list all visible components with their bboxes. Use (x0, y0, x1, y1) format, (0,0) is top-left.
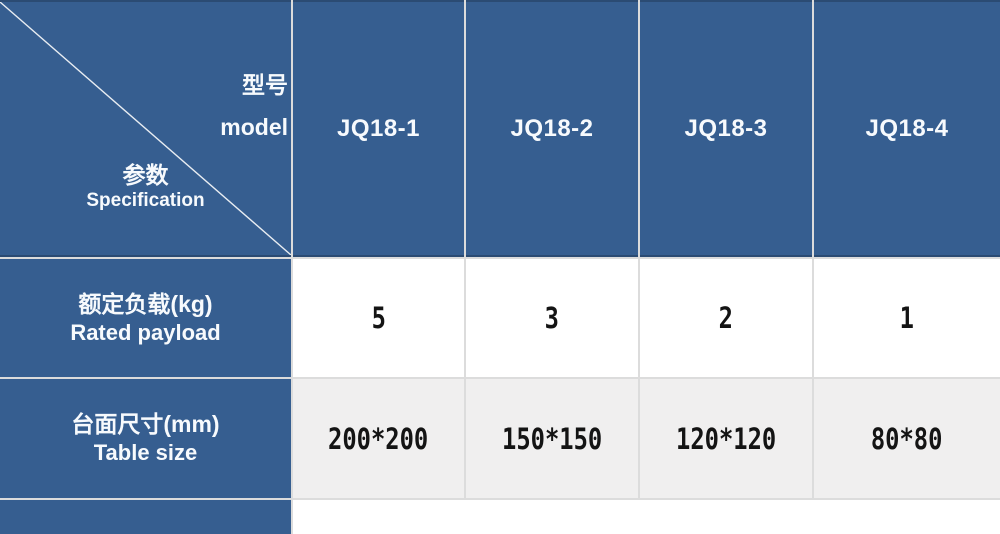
column-header-jq18-1: JQ18-1 (293, 0, 464, 257)
value-text: 5 (371, 301, 386, 335)
value-cell: 5 (293, 259, 464, 377)
partial-row-cells (293, 500, 1000, 534)
corner-label-spec-cn: 参数 (122, 162, 169, 188)
value-cell: 150*150 (466, 379, 638, 498)
value-text: 80*80 (871, 421, 943, 456)
value-cell: 2 (640, 259, 812, 377)
value-text: 200*200 (328, 421, 429, 456)
corner-header-cell: 型号 model 参数 Specification (0, 0, 291, 257)
row-label-table-size: 台面尺寸(mm) Table size (0, 379, 291, 498)
corner-label-model-cn: 型号 (242, 72, 288, 98)
corner-spec-block: 参数 Specification (0, 161, 291, 212)
value-text: 120*120 (675, 421, 777, 456)
value-cell: 1 (814, 259, 1000, 377)
row-label-partial (0, 500, 291, 534)
value-cell: 120*120 (640, 379, 812, 498)
column-header-jq18-3: JQ18-3 (640, 0, 812, 257)
row-label-cn: 台面尺寸(mm) (71, 411, 220, 437)
value-text: 150*150 (501, 421, 603, 456)
corner-label-model-en: model (220, 114, 288, 140)
diagonal-divider-line (0, 2, 291, 255)
column-header-jq18-4: JQ18-4 (814, 0, 1000, 257)
row-label-en: Rated payload (70, 319, 221, 345)
value-text: 3 (544, 301, 560, 335)
corner-label-spec-en: Specification (86, 190, 205, 211)
row-label-en: Table size (93, 440, 198, 465)
row-label-cn: 额定负载(kg) (78, 290, 213, 317)
value-cell: 80*80 (814, 379, 1000, 498)
value-text: 1 (899, 301, 915, 335)
row-label-rated-payload: 额定负载(kg) Rated payload (0, 259, 291, 377)
corner-model-block: 型号 model (220, 64, 288, 148)
value-text: 2 (718, 301, 734, 335)
value-cell: 200*200 (293, 379, 464, 498)
value-cell: 3 (466, 259, 638, 377)
column-header-jq18-2: JQ18-2 (466, 0, 638, 257)
